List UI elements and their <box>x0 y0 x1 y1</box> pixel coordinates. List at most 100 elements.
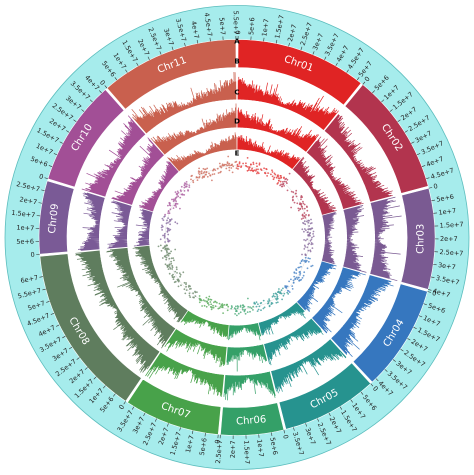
track-label-b: B <box>234 58 239 66</box>
scatter-point <box>303 230 305 233</box>
scatter-point <box>242 306 245 308</box>
scatter-point <box>165 258 168 261</box>
scatter-point <box>307 257 310 260</box>
scatter-point <box>301 259 304 261</box>
scatter-point <box>163 246 166 249</box>
scatter-point <box>301 253 303 256</box>
scatter-point <box>308 242 311 245</box>
scatter-point <box>189 285 192 288</box>
scatter-point <box>248 169 250 172</box>
scatter-point <box>283 180 286 183</box>
tick-mark <box>93 376 97 380</box>
tick-mark <box>300 46 303 51</box>
scatter-point <box>303 220 306 223</box>
ideogram-chr06 <box>220 402 285 436</box>
scatter-point <box>218 302 221 305</box>
scatter-point <box>277 177 280 180</box>
scatter-point <box>230 167 233 169</box>
scatter-point <box>301 277 304 279</box>
scatter-point <box>302 274 305 277</box>
scatter-point <box>214 301 217 303</box>
histogram-bars-chr07 <box>180 310 229 340</box>
scatter-point <box>190 178 192 181</box>
scatter-point <box>300 198 302 201</box>
scatter-point <box>301 205 303 208</box>
tick-mark <box>275 39 278 44</box>
scatter-point <box>302 202 305 205</box>
scatter-point <box>216 301 218 304</box>
ideogram-chr11 <box>106 39 237 110</box>
scatter-point <box>176 222 179 225</box>
scatter-point <box>271 169 273 172</box>
scatter-point <box>303 244 306 247</box>
scatter-point <box>272 178 275 181</box>
scatter-point <box>306 246 309 249</box>
scatter-point <box>291 196 294 199</box>
tick-label: 6e+7 <box>20 274 39 285</box>
scatter-point <box>272 293 275 295</box>
scatter-point <box>267 302 270 304</box>
scatter-point <box>164 232 166 235</box>
histogram-bars-chr06 <box>223 371 276 401</box>
scatter-point <box>299 262 302 265</box>
scatter-point <box>175 266 178 269</box>
scatter-point <box>245 162 247 165</box>
scatter-point <box>167 240 170 243</box>
scatter-point <box>279 292 282 294</box>
tick-label: 0 <box>30 251 35 259</box>
scatter-point <box>288 280 290 283</box>
scatter-point <box>227 155 230 158</box>
scatter-point <box>167 268 170 270</box>
scatter-point <box>175 200 178 203</box>
scatter-point <box>166 219 168 222</box>
scatter-point <box>176 272 178 274</box>
scatter-point <box>175 202 178 205</box>
scatter-point <box>222 312 225 314</box>
tick-mark <box>356 77 360 81</box>
scatter-point <box>164 213 167 216</box>
scatter-point <box>301 196 303 198</box>
scatter-point <box>170 257 173 260</box>
scatter-point <box>250 163 252 166</box>
scatter-point <box>176 190 179 193</box>
scatter-point <box>206 175 209 178</box>
scatter-point <box>170 250 173 253</box>
scatter-point <box>198 298 201 301</box>
tick-label: 1e+7 <box>438 207 457 217</box>
scatter-point <box>278 288 280 290</box>
scatter-point <box>304 256 307 259</box>
histogram-bars-chr10 <box>138 161 179 212</box>
scatter-point <box>230 307 233 310</box>
scatter-point <box>177 191 180 194</box>
tick-label: 2e+7 <box>440 235 458 243</box>
scatter-point <box>175 268 178 271</box>
tick-mark <box>350 399 353 403</box>
scatter-point <box>307 221 310 224</box>
scatter-point <box>306 267 309 270</box>
histogram-bars-chr09 <box>107 200 132 249</box>
scatter-point <box>293 275 296 278</box>
tick-mark <box>99 90 102 94</box>
histogram-bars-chr07 <box>145 352 225 397</box>
scatter-point <box>221 163 224 166</box>
tick-mark <box>44 177 49 180</box>
scatter-point <box>275 293 278 295</box>
scatter-point <box>185 181 188 183</box>
tick-mark <box>159 51 162 55</box>
scatter-point <box>311 243 314 245</box>
ideogram-chr03 <box>400 187 436 290</box>
track-d-histogram <box>132 132 337 341</box>
scatter-point <box>193 296 195 299</box>
scatter-point <box>252 163 255 166</box>
scatter-point <box>168 239 171 242</box>
scatter-point <box>167 233 170 236</box>
scatter-point <box>177 285 180 288</box>
scatter-point <box>255 168 258 171</box>
tick-label: 1.5e+7 <box>439 220 463 229</box>
scatter-point <box>179 207 181 210</box>
scatter-point <box>168 263 171 266</box>
scatter-point <box>212 304 214 307</box>
tick-mark <box>428 187 433 189</box>
scatter-point <box>236 314 238 317</box>
scatter-point <box>161 224 163 227</box>
